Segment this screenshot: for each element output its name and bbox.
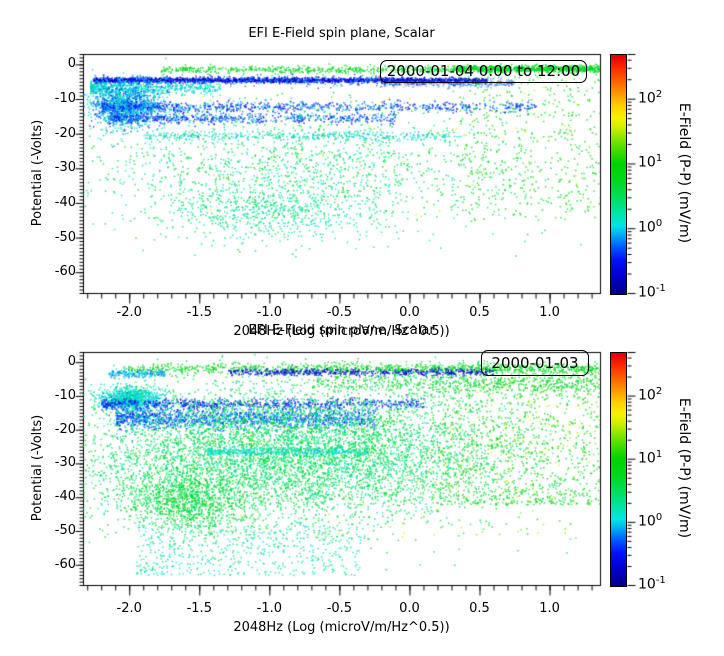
colorbar-tick-label: 102: [638, 385, 663, 404]
y-tick-label: -60: [54, 556, 76, 572]
top-colorbar-label: E-Field (P-P) (mV/m): [676, 102, 692, 244]
top-scatter-plot: [83, 54, 600, 293]
x-tick-label: 0.0: [399, 601, 420, 616]
bottom-legend-text: 2000-01-03: [491, 354, 579, 372]
top-panel-title: EFI E-Field spin plane, Scalar: [248, 26, 435, 41]
y-tick-label: 0: [67, 56, 76, 72]
x-tick-label: -0.5: [326, 601, 353, 616]
colorbar-tick-label: 100: [638, 218, 663, 236]
top-colorbar: [610, 54, 627, 295]
y-tick-label: -20: [54, 421, 76, 437]
bottom-colorbar-label: E-Field (P-P) (mV/m): [676, 397, 692, 539]
x-tick-label: -2.0: [116, 305, 142, 320]
x-tick-label: 0.0: [399, 305, 420, 320]
bottom-scatter-plot: [83, 352, 600, 585]
colorbar-tick-label: 102: [638, 88, 663, 107]
y-tick-label: -20: [54, 125, 76, 141]
x-tick-label: -1.5: [186, 601, 212, 616]
x-tick-label: 0.5: [469, 601, 490, 616]
y-tick-label: -10: [54, 91, 76, 107]
y-tick-label: -60: [54, 264, 76, 280]
top-legend-text: 2000-01-04 0:00 to 12:00: [386, 62, 581, 80]
colorbar-tick-label: 101: [638, 448, 663, 467]
y-tick-label: -50: [54, 229, 76, 245]
y-tick-label: -40: [54, 194, 76, 210]
colorbar-tick-label: 10-1: [638, 283, 666, 301]
bottom-colorbar: [610, 352, 627, 587]
top-legend-box: 2000-01-04 0:00 to 12:00: [380, 60, 587, 83]
bottom-panel-title: EFI E-Field spin plane, Scalar: [248, 323, 435, 338]
y-tick-label: -50: [54, 522, 76, 538]
colorbar-tick-label: 10-1: [638, 575, 666, 593]
bottom-xaxis-label: 2048Hz (Log (microV/m/Hz^0.5)): [233, 620, 450, 635]
x-tick-label: 1.0: [539, 305, 560, 320]
top-xaxis-label: 2048Hz (Log (microV/m/Hz^0.5)): [233, 324, 450, 339]
y-tick-label: 0: [67, 354, 76, 370]
x-tick-label: 0.5: [469, 305, 490, 320]
x-tick-label: -2.0: [116, 601, 142, 616]
colorbar-tick-label: 100: [638, 511, 663, 530]
x-tick-label: 1.0: [539, 601, 560, 616]
y-tick-label: -30: [54, 455, 76, 471]
x-tick-label: -0.5: [326, 305, 353, 320]
colorbar-tick-label: 101: [638, 153, 663, 172]
x-tick-label: -1.0: [256, 305, 283, 320]
bottom-legend-box: 2000-01-03: [481, 350, 589, 376]
y-tick-label: -30: [54, 160, 76, 176]
y-tick-label: -40: [54, 489, 76, 505]
y-tick-label: -10: [54, 387, 76, 403]
x-tick-label: -1.0: [256, 601, 283, 616]
x-tick-label: -1.5: [186, 305, 212, 320]
